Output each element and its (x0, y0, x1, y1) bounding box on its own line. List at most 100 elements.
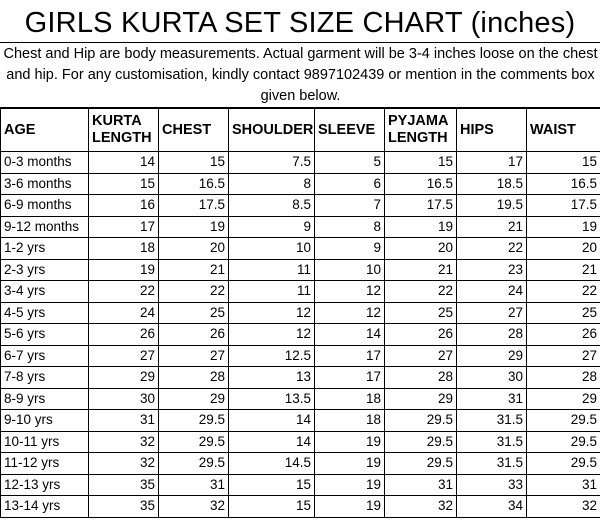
cell-hips: 24 (456, 280, 527, 303)
cell-sleeve: 19 (314, 495, 385, 518)
table-row: 5-6 yrs 26 26 12 14 26 28 26 (0, 323, 600, 346)
cell-waist: 19 (526, 215, 600, 238)
cell-age: 3-6 months (0, 172, 89, 195)
cell-sleeve: 14 (314, 323, 385, 346)
cell-hips: 19.5 (456, 194, 527, 217)
cell-sleeve: 17 (314, 344, 385, 367)
header-age: AGE (0, 108, 89, 152)
cell-kurta-length: 29 (88, 366, 159, 389)
cell-kurta-length: 14 (88, 151, 159, 174)
cell-age: 10-11 yrs (0, 430, 89, 453)
cell-age: 1-2 yrs (0, 237, 89, 260)
table-row: 11-12 yrs 32 29.5 14.5 19 29.5 31.5 29.5 (0, 452, 600, 475)
cell-kurta-length: 26 (88, 323, 159, 346)
measurement-note: Chest and Hip are body measurements. Act… (0, 42, 600, 108)
cell-sleeve: 18 (314, 387, 385, 410)
cell-sleeve: 6 (314, 172, 385, 195)
cell-hips: 17 (456, 151, 527, 174)
cell-hips: 27 (456, 301, 527, 324)
table-row: 9-10 yrs 31 29.5 14 18 29.5 31.5 29.5 (0, 409, 600, 432)
cell-shoulder: 14.5 (228, 452, 315, 475)
cell-age: 11-12 yrs (0, 452, 89, 475)
table-row: 4-5 yrs 24 25 12 12 25 27 25 (0, 301, 600, 324)
cell-pyjama-length: 32 (384, 495, 457, 518)
cell-sleeve: 8 (314, 215, 385, 238)
cell-pyjama-length: 27 (384, 344, 457, 367)
cell-hips: 29 (456, 344, 527, 367)
cell-age: 9-12 months (0, 215, 89, 238)
cell-chest: 17.5 (158, 194, 229, 217)
cell-chest: 29.5 (158, 430, 229, 453)
table-row: 12-13 yrs 35 31 15 19 31 33 31 (0, 473, 600, 496)
cell-chest: 15 (158, 151, 229, 174)
cell-chest: 21 (158, 258, 229, 281)
cell-age: 12-13 yrs (0, 473, 89, 496)
cell-chest: 25 (158, 301, 229, 324)
cell-shoulder: 12 (228, 323, 315, 346)
cell-pyjama-length: 29.5 (384, 409, 457, 432)
cell-waist: 21 (526, 258, 600, 281)
cell-age: 2-3 yrs (0, 258, 89, 281)
table-row: 9-12 months 17 19 9 8 19 21 19 (0, 215, 600, 238)
cell-age: 6-7 yrs (0, 344, 89, 367)
cell-shoulder: 8.5 (228, 194, 315, 217)
cell-kurta-length: 18 (88, 237, 159, 260)
cell-pyjama-length: 21 (384, 258, 457, 281)
cell-age: 13-14 yrs (0, 495, 89, 518)
cell-sleeve: 5 (314, 151, 385, 174)
cell-hips: 21 (456, 215, 527, 238)
cell-hips: 31.5 (456, 409, 527, 432)
cell-kurta-length: 32 (88, 430, 159, 453)
cell-pyjama-length: 26 (384, 323, 457, 346)
cell-waist: 25 (526, 301, 600, 324)
cell-chest: 28 (158, 366, 229, 389)
cell-hips: 31 (456, 387, 527, 410)
cell-hips: 28 (456, 323, 527, 346)
cell-waist: 17.5 (526, 194, 600, 217)
cell-shoulder: 9 (228, 215, 315, 238)
cell-shoulder: 13 (228, 366, 315, 389)
cell-pyjama-length: 31 (384, 473, 457, 496)
header-hips: HIPS (456, 108, 527, 152)
cell-waist: 27 (526, 344, 600, 367)
cell-hips: 31.5 (456, 452, 527, 475)
cell-pyjama-length: 16.5 (384, 172, 457, 195)
cell-pyjama-length: 22 (384, 280, 457, 303)
table-row: 1-2 yrs 18 20 10 9 20 22 20 (0, 237, 600, 260)
cell-kurta-length: 15 (88, 172, 159, 195)
cell-sleeve: 12 (314, 280, 385, 303)
cell-kurta-length: 31 (88, 409, 159, 432)
cell-kurta-length: 24 (88, 301, 159, 324)
cell-kurta-length: 19 (88, 258, 159, 281)
cell-chest: 22 (158, 280, 229, 303)
cell-chest: 32 (158, 495, 229, 518)
table-row: 2-3 yrs 19 21 11 10 21 23 21 (0, 258, 600, 281)
cell-kurta-length: 30 (88, 387, 159, 410)
header-chest: CHEST (158, 108, 229, 152)
cell-hips: 31.5 (456, 430, 527, 453)
cell-age: 5-6 yrs (0, 323, 89, 346)
cell-chest: 29.5 (158, 409, 229, 432)
cell-shoulder: 12.5 (228, 344, 315, 367)
cell-sleeve: 19 (314, 473, 385, 496)
cell-chest: 26 (158, 323, 229, 346)
cell-shoulder: 13.5 (228, 387, 315, 410)
cell-age: 9-10 yrs (0, 409, 89, 432)
cell-chest: 31 (158, 473, 229, 496)
cell-sleeve: 10 (314, 258, 385, 281)
cell-chest: 16.5 (158, 172, 229, 195)
cell-age: 0-3 months (0, 151, 89, 174)
table-row: 6-7 yrs 27 27 12.5 17 27 29 27 (0, 344, 600, 367)
table-row: 13-14 yrs 35 32 15 19 32 34 32 (0, 495, 600, 518)
cell-hips: 30 (456, 366, 527, 389)
cell-age: 6-9 months (0, 194, 89, 217)
cell-shoulder: 8 (228, 172, 315, 195)
cell-age: 8-9 yrs (0, 387, 89, 410)
cell-kurta-length: 16 (88, 194, 159, 217)
cell-sleeve: 17 (314, 366, 385, 389)
table-row: 3-6 months 15 16.5 8 6 16.5 18.5 16.5 (0, 172, 600, 195)
cell-shoulder: 7.5 (228, 151, 315, 174)
cell-shoulder: 11 (228, 280, 315, 303)
cell-shoulder: 12 (228, 301, 315, 324)
cell-waist: 32 (526, 495, 600, 518)
